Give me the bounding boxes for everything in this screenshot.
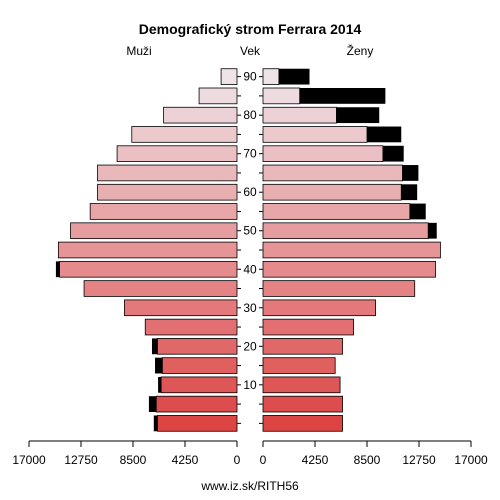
bar-men-70: [116, 145, 238, 162]
age-label-80: 80: [243, 108, 257, 122]
bar-men-35: [83, 280, 238, 297]
bar-men-55: [89, 203, 238, 220]
x-tick-label-2: 8500: [120, 453, 147, 467]
bar-men-15: [161, 357, 238, 374]
bar-women-40: [262, 260, 436, 278]
bar-men-50: [70, 222, 238, 240]
bar-women-55: [262, 203, 411, 220]
left-panel-label: Muži: [126, 44, 151, 58]
bar-women-excess-70: [382, 145, 404, 162]
x-tick-label-1: 12750: [64, 453, 98, 467]
bar-women-90: [262, 68, 280, 85]
bar-men-excess-5: [148, 396, 157, 413]
bar-men-0: [157, 415, 238, 432]
bar-women-70: [262, 145, 384, 162]
axis-label-age: Vek: [240, 44, 261, 58]
bar-men-90: [220, 68, 238, 85]
bar-women-10: [262, 376, 341, 394]
bar-men-30: [124, 299, 238, 317]
bar-men-excess-10: [158, 376, 162, 393]
bar-women-5: [262, 395, 343, 413]
bar-women-35: [262, 280, 416, 297]
bar-women-excess-55: [409, 203, 426, 220]
age-label-40: 40: [243, 262, 257, 276]
bar-women-15: [262, 357, 336, 374]
axes-layer: 10 20 30 40 50 60 70 80 90 17000 12750 8500 4250 0 0 42…: [12, 70, 488, 467]
x-tick-label-0: 17000: [12, 453, 46, 467]
bar-men-10: [160, 376, 238, 394]
age-label-50: 50: [243, 224, 257, 238]
bar-men-45: [57, 241, 238, 259]
bar-men-excess-40: [55, 261, 60, 278]
age-label-20: 20: [243, 339, 257, 353]
bar-men-20: [157, 338, 238, 355]
bar-women-60: [262, 183, 402, 201]
bar-women-65: [262, 164, 403, 182]
chart-title: Demografický strom Ferrara 2014: [139, 21, 362, 37]
bar-women-excess-60: [401, 184, 418, 201]
bar-women-80: [262, 106, 337, 124]
bar-men-85: [198, 87, 238, 105]
bar-men-65: [97, 164, 238, 182]
age-label-90: 90: [243, 70, 257, 84]
bar-women-excess-75: [367, 126, 402, 143]
footer-source: www.iz.sk/RITH56: [200, 479, 299, 493]
bar-women-75: [262, 126, 368, 143]
bar-men-80: [163, 106, 238, 124]
bar-women-85: [262, 87, 301, 105]
bar-women-30: [262, 299, 376, 317]
x-tick-label-3: 4250: [172, 453, 199, 467]
age-label-60: 60: [243, 185, 257, 199]
bar-women-excess-85: [299, 87, 386, 104]
bar-men-excess-15: [155, 357, 163, 374]
bar-women-25: [262, 318, 354, 336]
bar-women-20: [262, 338, 343, 355]
age-label-30: 30: [243, 301, 257, 315]
x-tick-label-5: 0: [260, 453, 267, 467]
x-tick-label-7: 8500: [354, 453, 381, 467]
bar-women-excess-50: [428, 222, 437, 239]
bar-men-excess-20: [151, 338, 158, 355]
bar-men-75: [131, 126, 238, 143]
bar-women-45: [262, 241, 441, 259]
bar-men-40: [59, 260, 238, 278]
bar-men-25: [144, 318, 238, 336]
x-tick-label-8: 12750: [402, 453, 436, 467]
bar-women-excess-65: [402, 165, 419, 181]
age-label-10: 10: [243, 378, 257, 392]
x-tick-label-4: 0: [234, 453, 241, 467]
x-tick-label-6: 4250: [302, 453, 329, 467]
right-panel-label: Ženy: [347, 43, 374, 58]
bar-men-excess-0: [153, 415, 158, 432]
bar-women-50: [262, 222, 429, 240]
bar-women-excess-90: [278, 68, 310, 85]
bar-men-60: [97, 183, 238, 201]
bar-women-0: [262, 415, 343, 432]
bar-men-5: [155, 395, 238, 413]
age-label-70: 70: [243, 147, 257, 161]
bar-women-excess-80: [336, 107, 380, 124]
bars-layer: [55, 68, 441, 432]
x-tick-label-9: 17000: [454, 453, 488, 467]
